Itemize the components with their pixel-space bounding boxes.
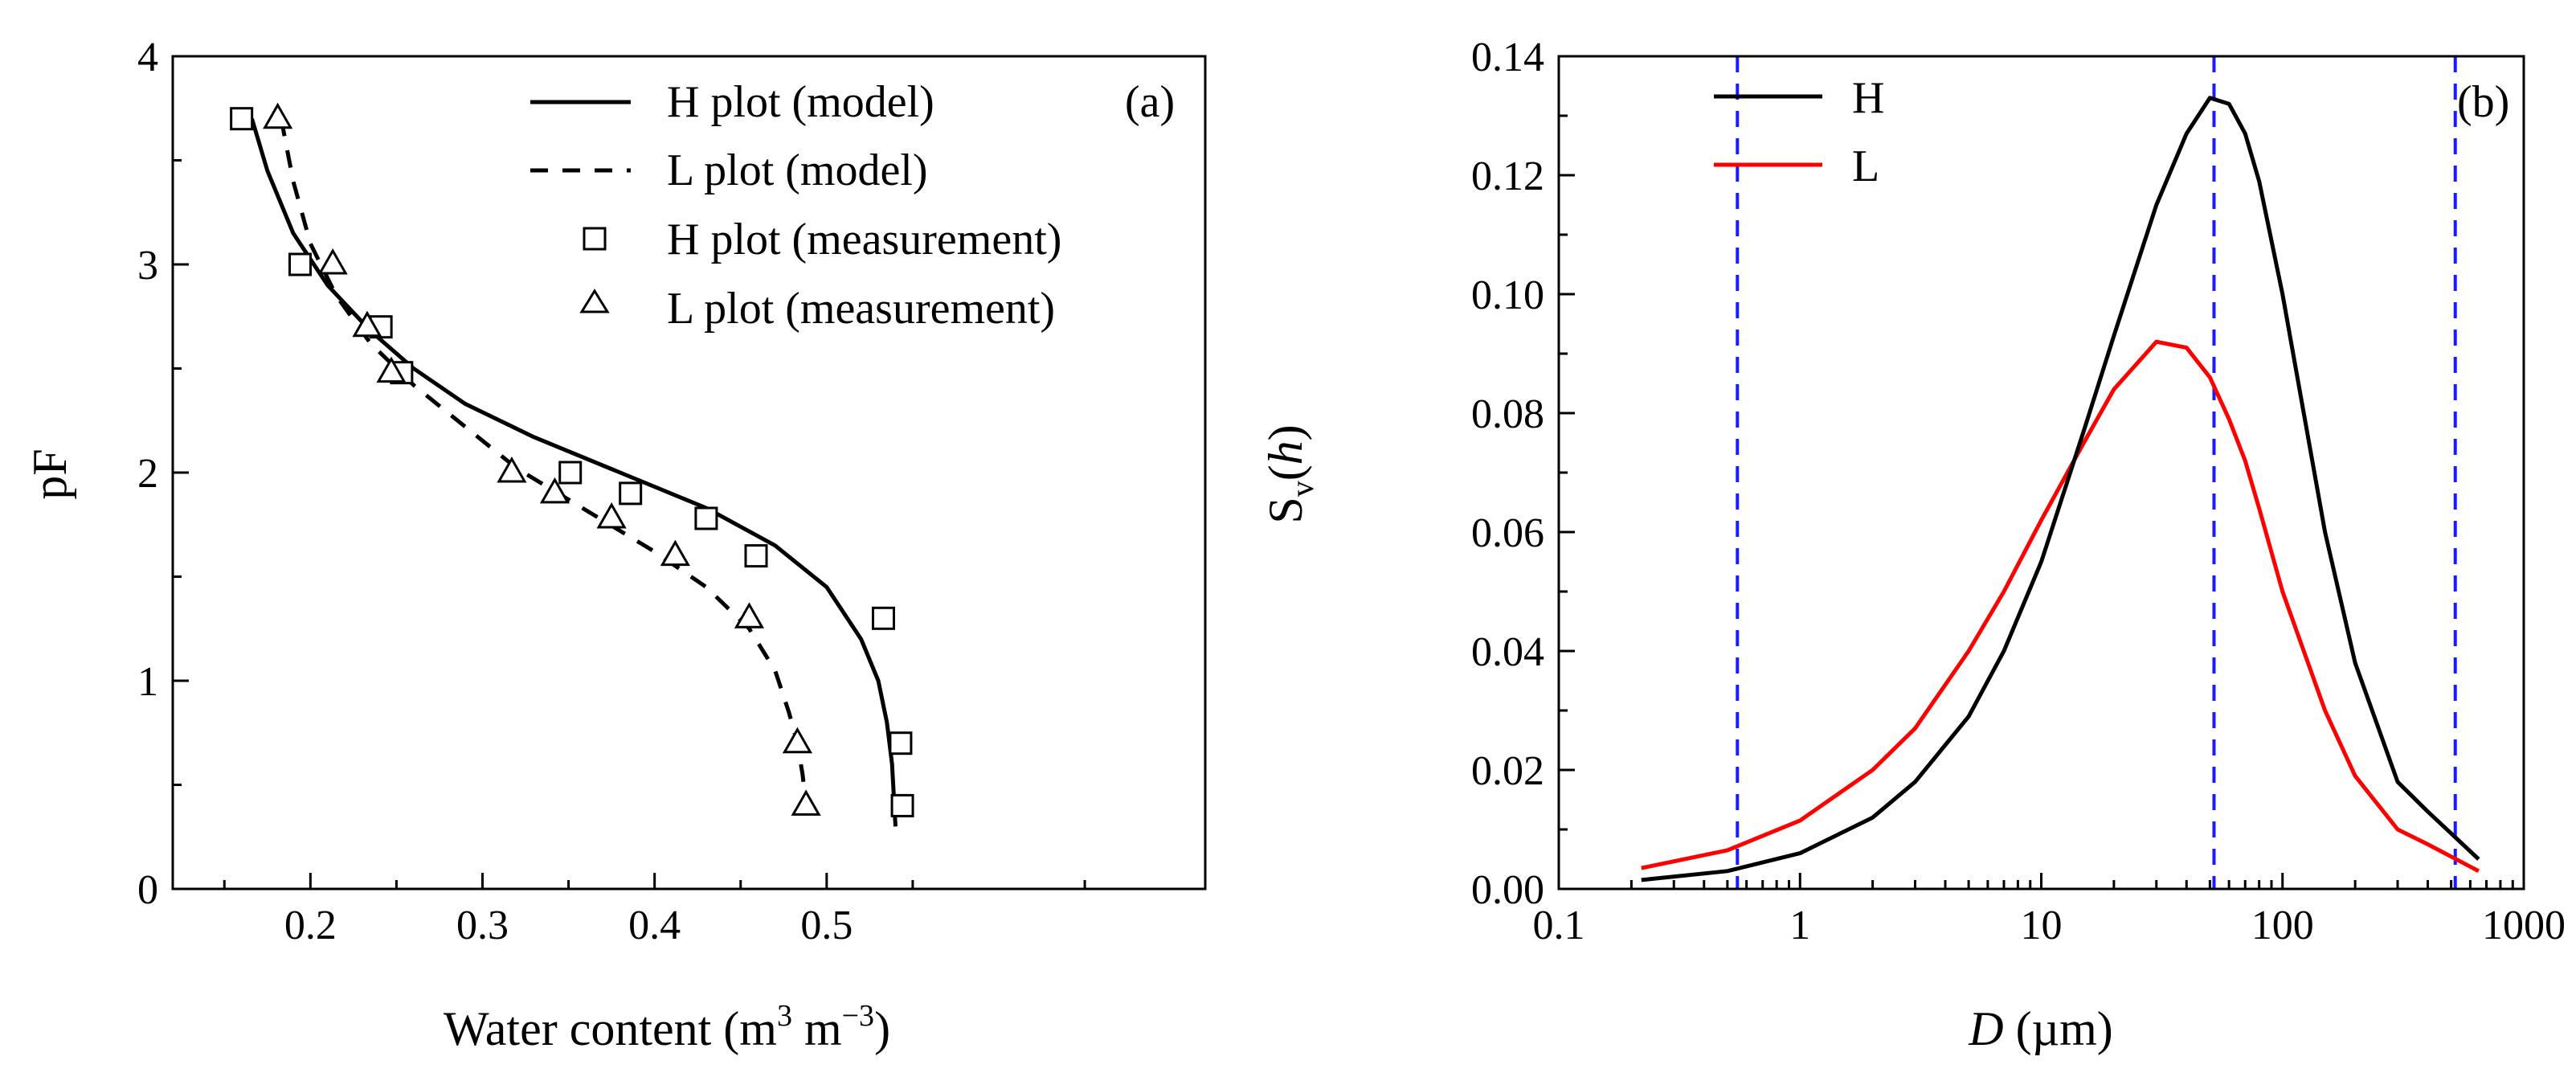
- h-curve: [1641, 96, 2480, 882]
- l-measurement-point: [734, 602, 765, 629]
- l-measurement-point: [782, 727, 813, 754]
- y-tick-label: 0.04: [1471, 629, 1544, 675]
- h-measurement-point: [890, 793, 914, 817]
- legend-h-measurement-label: H plot (measurement): [667, 215, 1061, 264]
- h-measurement-point: [230, 107, 254, 131]
- x-tick-label: 0.1: [1533, 903, 1585, 948]
- panel-b-label: (b): [2457, 77, 2509, 127]
- y-tick-label: 3: [137, 243, 158, 289]
- h-measurement-point: [889, 731, 913, 755]
- panel-b-ticks: [1557, 55, 2525, 891]
- panel-a-series: [230, 102, 914, 827]
- l-measurement-point: [376, 356, 407, 383]
- panel-b-legend: H L: [1714, 73, 1884, 191]
- l-measurement-point: [596, 502, 627, 529]
- y-tick-label: 0.14: [1471, 35, 1544, 80]
- h-measurement-point: [619, 481, 643, 506]
- x-tick-label: 0.2: [284, 903, 337, 948]
- y-tick-label: 2: [137, 451, 158, 497]
- panel-b-y-axis-title: Sv(h): [1259, 424, 1320, 523]
- h-measurement-point: [744, 544, 768, 568]
- h-measurement-point: [558, 461, 583, 485]
- panel-a-legend: H plot (model) L plot (model) H plot (me…: [530, 77, 1061, 334]
- legend-l-label: L: [1852, 141, 1879, 191]
- legend-l-measurement-label: L plot (measurement): [667, 284, 1055, 334]
- panel-b-series: [1641, 96, 2480, 882]
- l-measurement-point: [539, 477, 570, 504]
- panel-b-x-axis-title: D (µm): [1968, 1002, 2113, 1055]
- panel-a-plot-frame: [171, 55, 1207, 891]
- legend-h-label: H: [1852, 73, 1884, 123]
- panel-a-label: (a): [1125, 77, 1175, 127]
- panel-b-plot-frame: [1557, 55, 2525, 891]
- y-tick-label: 0.02: [1471, 748, 1544, 794]
- y-tick-label: 0.06: [1471, 510, 1544, 556]
- x-tick-label: 1000: [2482, 903, 2566, 948]
- y-tick-label: 1: [137, 659, 158, 705]
- l-measurement-point: [497, 456, 527, 483]
- l-measurement-point: [352, 310, 382, 338]
- l-measurement-point: [660, 539, 690, 567]
- panel-b-tick-labels: 0.1 1 10 100 1000 0.00 0.02 0.04 0.06 0.08 0.10 0.1…: [1471, 35, 2566, 948]
- y-tick-label: 0.00: [1471, 867, 1544, 913]
- panel-a-ticks: [173, 55, 1086, 891]
- panel-a-y-axis-title: pF: [23, 448, 76, 499]
- panel-a-tick-labels: 0.2 0.3 0.4 0.5 0 1 2 3 4: [137, 35, 853, 948]
- h-measurement-point: [872, 606, 896, 630]
- y-tick-label: 0: [137, 867, 158, 913]
- x-tick-label: 100: [2251, 903, 2314, 948]
- legend-h-model-label: H plot (model): [667, 77, 934, 127]
- l-curve: [1641, 339, 2480, 874]
- x-tick-label: 10: [2021, 903, 2063, 948]
- panel-b-reference-lines: [1736, 56, 2457, 889]
- y-tick-label: 4: [137, 35, 158, 80]
- x-tick-label: 0.4: [628, 903, 681, 948]
- l-measurement-point: [317, 248, 348, 275]
- l-measurement-point: [791, 789, 821, 816]
- x-tick-label: 0.5: [800, 903, 853, 948]
- y-tick-label: 0.08: [1471, 391, 1544, 437]
- y-tick-label: 0.12: [1471, 154, 1544, 199]
- legend-l-model-label: L plot (model): [667, 145, 928, 195]
- y-tick-label: 0.10: [1471, 272, 1544, 318]
- h-measurement-point: [694, 506, 718, 530]
- panel-a-x-axis-title: Water content (m3 m−3): [444, 999, 890, 1055]
- x-tick-label: 1: [1789, 903, 1810, 948]
- legend-h-measurement-marker: [583, 227, 607, 251]
- l-measurement-point: [263, 102, 293, 129]
- h-measurement-point: [288, 252, 312, 276]
- h-model-line: [250, 117, 898, 827]
- legend-l-measurement-marker: [579, 289, 610, 313]
- panel-b: 0.1 1 10 100 1000 0.00 0.02 0.04 0.06 0.08 0.10 0.1…: [1259, 35, 2566, 1055]
- x-tick-label: 0.3: [456, 903, 509, 948]
- panel-a: 0.2 0.3 0.4 0.5 0 1 2 3 4 H plot (model) L plot …: [23, 35, 1207, 1055]
